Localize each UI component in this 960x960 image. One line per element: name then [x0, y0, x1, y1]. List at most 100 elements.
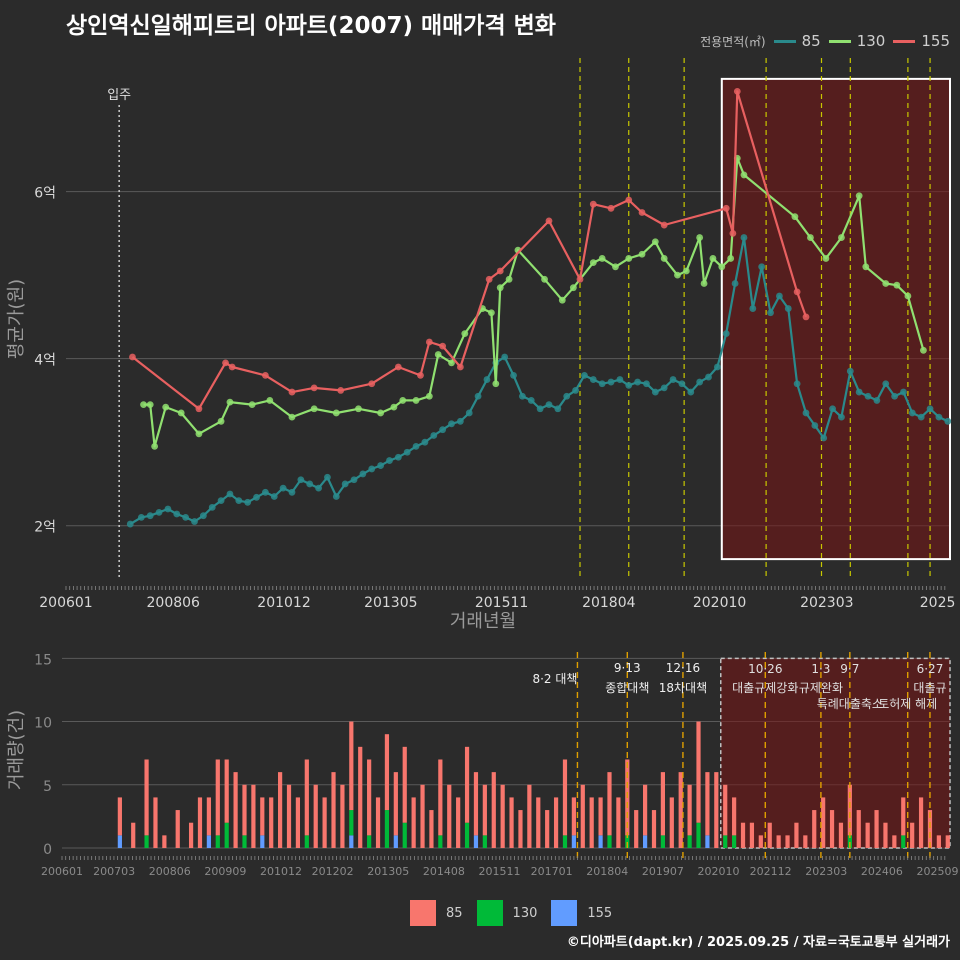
policy-event-date-7: 6·27 [917, 662, 944, 676]
point-130-20 [448, 359, 455, 367]
x-tick-label-3: 201305 [364, 595, 417, 611]
point-85-34 [430, 432, 438, 439]
bar-85-47 [553, 797, 559, 848]
bar-130-2 [224, 822, 229, 848]
bar-85-20 [313, 784, 318, 848]
bar-85-68 [740, 822, 746, 848]
point-85-12 [235, 497, 243, 505]
x-axis-title: 거래년월 [450, 611, 516, 632]
point-130-13 [355, 405, 362, 413]
bar-85-1 [131, 822, 136, 848]
point-130-51 [855, 192, 863, 200]
point-85-30 [394, 453, 402, 461]
bar-x-tick-label-12: 202010 [698, 865, 740, 878]
bar-85-38 [473, 772, 479, 836]
policy-event-text-6: 토허제 해제 [878, 697, 937, 711]
point-85-28 [377, 462, 385, 469]
bar-85-30 [402, 746, 407, 823]
point-130-10 [288, 413, 296, 421]
point-85-19 [297, 476, 305, 484]
point-85-52 [589, 376, 597, 383]
y-axis-title: 평균가(원) [6, 279, 27, 359]
bar-85-53 [607, 772, 612, 836]
point-130-50 [838, 234, 845, 241]
bar-85-79 [838, 822, 844, 848]
bar-x-tick-label-8: 201511 [479, 865, 521, 878]
bar-85-21 [322, 797, 327, 848]
bar-130-5 [349, 810, 354, 836]
point-85-75 [793, 380, 801, 388]
point-85-23 [332, 493, 340, 500]
point-85-20 [306, 480, 314, 488]
bar-130-6 [367, 835, 372, 848]
point-85-68 [731, 280, 739, 287]
point-130-25 [496, 284, 504, 292]
point-85-40 [483, 376, 491, 383]
policy-event-date-4: 1·3 [811, 662, 830, 676]
series-line-155 [131, 90, 808, 410]
point-85-35 [439, 426, 447, 434]
point-85-87 [900, 388, 907, 396]
point-130-3 [162, 403, 170, 411]
bar-legend-label-85: 85 [446, 905, 463, 921]
point-130-40 [696, 234, 704, 241]
point-85-55 [616, 376, 624, 383]
point-130-34 [625, 255, 633, 262]
bar-x-tick-label-1: 200703 [93, 865, 135, 878]
bar-85-75 [803, 835, 808, 848]
point-155-27 [802, 313, 810, 321]
bar-x-tick-label-14: 202303 [805, 865, 847, 878]
point-130-48 [807, 234, 814, 241]
point-85-51 [581, 371, 588, 379]
bar-130-1 [215, 835, 220, 848]
bar-85-24 [349, 721, 354, 811]
bar-85-3 [153, 797, 158, 848]
bar-legend-swatch-130 [476, 900, 503, 926]
point-85-21 [315, 484, 322, 492]
bar-y-tick-label-1: 5 [43, 779, 52, 795]
bar-85-35 [447, 784, 452, 848]
bar-85-61 [678, 772, 683, 848]
bar-85-70 [758, 835, 763, 848]
bar-155-7 [598, 835, 603, 848]
point-85-22 [324, 473, 331, 481]
legend-swatch-85 [773, 39, 796, 43]
point-130-33 [612, 263, 619, 271]
point-155-19 [607, 204, 615, 212]
x-tick-label-2: 201012 [257, 595, 310, 611]
bar-85-0 [117, 797, 122, 836]
bar-85-71 [767, 822, 772, 848]
bar-85-34 [438, 759, 443, 836]
point-155-20 [625, 196, 633, 204]
bar-130-3 [242, 835, 247, 848]
bar-130-15 [660, 835, 666, 848]
bar-130-12 [562, 835, 568, 848]
point-85-58 [643, 380, 650, 388]
bar-130-11 [482, 835, 487, 848]
point-130-38 [674, 271, 681, 279]
move-in-label: 입주 [107, 88, 131, 103]
point-130-28 [541, 275, 548, 283]
bar-85-6 [188, 822, 194, 848]
point-155-17 [576, 275, 584, 283]
point-155-21 [638, 209, 646, 216]
bar-155-5 [473, 835, 479, 848]
point-130-16 [399, 397, 407, 404]
point-85-56 [625, 381, 633, 389]
bar-85-77 [821, 797, 826, 848]
point-130-12 [332, 409, 340, 417]
point-155-3 [228, 363, 236, 371]
point-85-27 [368, 465, 376, 473]
bar-155-9 [705, 835, 710, 848]
bar-85-91 [945, 835, 950, 848]
bar-85-32 [420, 784, 425, 848]
y-tick-label-0: 2억 [34, 520, 56, 536]
policy-event-text-2: 18차대책 [659, 680, 707, 695]
bar-130-21 [901, 835, 906, 848]
bar-85-17 [286, 784, 292, 848]
point-85-43 [510, 371, 517, 379]
point-130-19 [434, 351, 442, 358]
bar-85-69 [749, 822, 755, 848]
bar-85-16 [278, 772, 283, 848]
